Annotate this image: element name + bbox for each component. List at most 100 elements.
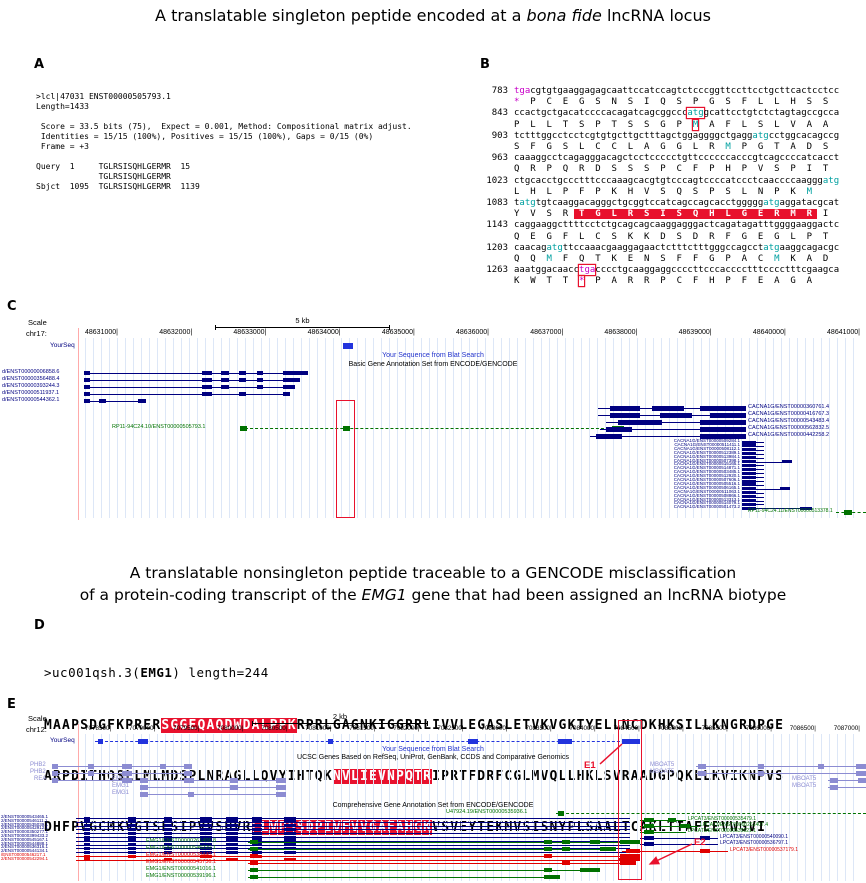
exon-block [84,820,90,824]
exon-block [84,858,90,862]
ruler-tick: 7085500| [701,725,728,732]
transcript-label: CACNA1G/ENST00000507606.1 [673,477,740,482]
exon-block [742,499,756,502]
exon-block [558,738,572,744]
sequence-segment: M [692,119,699,130]
figure-title-2-line1: A translatable nonsingleton peptide trac… [129,564,737,582]
intron-line [76,844,630,846]
exon-block [202,371,212,375]
exon-block [596,433,622,439]
sequence-segment: Q Q [514,254,547,265]
sequence-segment: aaatggacaacc [514,265,580,276]
exon-block [138,399,146,403]
exon-block [562,840,570,844]
exon-block [200,835,212,839]
intron-line [590,436,746,437]
transcript-label: CACNA1G/ENST00000512920.1 [673,473,740,479]
exon-block [830,777,838,783]
transcript-label: EMG1/ENST00000546220.1 [146,845,217,851]
sequence-entry: 1203 caacagatgttccaaacgaaggagaactctttcttt… [482,243,839,265]
sequence-entry: 783 tgacgtgtgaaggagagcaattccatccagtctcccg… [482,86,839,108]
sequence-text: * P C E G S N S I Q S P G S F L L H S S [514,97,828,107]
transcript-track: CACNA1G/ENST00000416767.3 [0,411,866,419]
intron-line [76,818,630,819]
exon-block [742,471,756,475]
exon-block [800,506,812,510]
ruler-tick: 7080000| [217,725,244,732]
intron-line [140,780,286,781]
transcript-track: 2/ENST00000535039.1 [0,822,866,830]
sequence-text: caacagatgttccaaacgaaggagaactctttctttgggc… [514,243,839,253]
exon-block [780,487,790,491]
exon-block [128,816,136,820]
transcript-label: CACNA1G/ENST00000506165.1 [673,484,740,490]
transcript-track: 2/ENST00000350277.1 [0,829,866,837]
transcript-track: CACNA1G/ENST00000508112.1 [0,446,866,454]
transcript-track: 2/ENST00000544134.1 [0,848,866,856]
transcript-label: CACNA1G/ENST00000511063.1 [674,488,740,494]
sequence-entry: 843 ccactgctgacatccccacagatcagcggcccatggc… [482,108,839,130]
exon-block [164,850,172,854]
ruler-tick: 7082000| [393,725,420,732]
ruler-tick: 48637000| [530,329,564,336]
transcript-track: CACNA1G/ENST00000442258.2 [0,432,866,440]
ruler-tick: 48632000| [159,329,193,336]
exon-block [698,770,706,776]
sequence-position: 1083 [486,198,508,209]
exon-block [164,846,172,850]
sequence-segment: ccactgctgacatccccacagatcagcggccc [514,108,688,119]
transcript-label: LPCAT3/ENST00000536797.1 [720,840,789,846]
exon-block [88,763,94,769]
ruler-tick: 7079000| [129,725,156,732]
transcript-label: CACNA1G/ENST00000508866.1 [673,492,740,498]
amino-acid-line: Q E G F L C S K K D S D R F G E G L P T [482,232,839,243]
sequence-segment: caacag [514,242,547,253]
exon-block [250,875,258,879]
exon-block [230,784,238,790]
exon-block [128,835,136,839]
sequence-segment: atg [519,198,536,209]
transcript-track: EMG1/ENST00000545736.1 [0,859,866,867]
sequence-text: caaaggcctcagagggacagctcctccccctgttcccccc… [514,153,839,163]
transcript-label: MBOAT5 [650,762,675,768]
transcript-label: d/ENST00000393244.3 [2,383,60,389]
exon-block [618,419,662,425]
transcript-track: 2/ENST00000542912.1 [0,825,866,833]
transcript-label: MBOAT5 [792,783,817,789]
transcript-label: LPCAT3/ENST00000535479.1 [688,816,757,822]
sequence-position: 843 [491,108,508,119]
transcript-label: CACNA1G/ENST00000511411.1 [674,441,740,447]
transcript-label: RP11-94C24.10/ENST00000505793.1 [112,424,206,430]
exon-block [644,830,654,834]
transcript-label: MBOAT5 [792,776,817,782]
exon-block [562,861,570,865]
transcript-label: U47924.19/ENST00000535936.1 [446,809,528,815]
sequence-segment: M [806,186,813,197]
nucleotide-line: 1263 aaatggacaacctgacccctgcaaggaggccccttc… [482,265,839,276]
intron-line [248,863,636,864]
ruler-tick: 7081500| [349,725,376,732]
exon-block [164,835,172,839]
transcript-label: EMG1/ENST00000539196.1 [146,873,217,879]
sequence-segment: cgtgtgaaggagagcaattccatccagtctcccggttcct… [530,86,840,96]
transcript-track: 2/ENST00000399433.2 [0,833,866,841]
exon-block [544,840,552,844]
exon-block [84,835,90,839]
scale-bar [252,721,428,726]
transcript-label: PHB2 [30,769,46,775]
sequence-segment: L H L P F P K H V S Q S P S L N P K [514,186,807,197]
ruler-tick: 7086500| [789,725,816,732]
exon-block [660,412,692,418]
exon-block [250,847,258,851]
text-line [36,152,412,162]
intron-line [240,428,624,429]
transcript-track: CACNA1G/ENST00000508866.1 [0,492,866,501]
transcript-track: CACNA1G/ENST00000509284.1 [0,438,866,446]
exon-block [284,858,296,862]
exon-block [668,818,676,822]
exon-block [164,831,172,835]
transcript-label: YourSeq [50,342,75,349]
transcript-track: d/ENST00000393244.3 [0,383,866,391]
transcript-track: EMG1 [0,790,866,798]
transcript-track: d/ENST00000511937.1 [0,390,866,398]
